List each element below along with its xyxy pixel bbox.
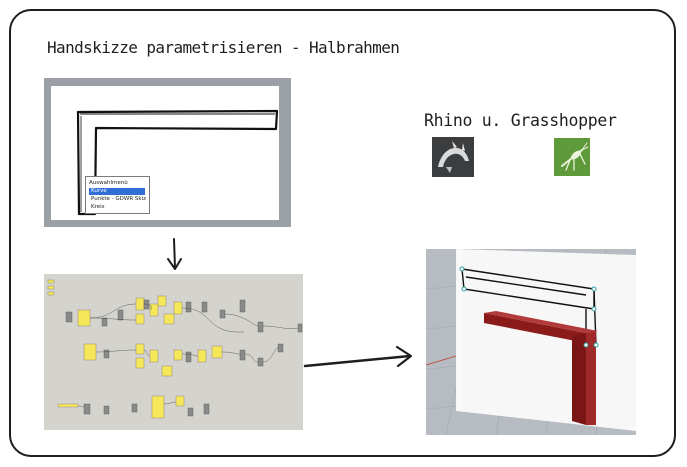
menu-item-kreis[interactable]: Kreis <box>91 204 105 210</box>
outer-frame <box>9 9 676 457</box>
hand-sketch-drawing <box>76 109 279 216</box>
context-menu: Auswahlmenü Kurve Punkte - GDWR Skiz Kre… <box>85 176 150 214</box>
menu-item-kurve[interactable]: Kurve <box>89 188 145 195</box>
rhino-3d-model <box>426 249 636 435</box>
menu-item-punkte[interactable]: Punkte - GDWR Skiz <box>91 196 146 202</box>
grasshopper-node-graph <box>47 279 303 419</box>
diagram-title: Handskizze parametrisieren - Halbrahmen <box>47 38 400 57</box>
sketch-canvas: Auswahlmenü Kurve Punkte - GDWR Skiz Kre… <box>51 86 279 220</box>
grasshopper-canvas-screenshot <box>44 274 303 430</box>
sketch-screenshot: Auswahlmenü Kurve Punkte - GDWR Skiz Kre… <box>44 78 291 227</box>
context-menu-title: Auswahlmenü <box>89 180 128 186</box>
rhino-viewport-screenshot <box>426 249 636 435</box>
apps-label: Rhino u. Grasshopper <box>424 111 617 130</box>
grasshopper-logo-icon <box>554 138 590 176</box>
rhino-logo-icon <box>432 137 474 177</box>
